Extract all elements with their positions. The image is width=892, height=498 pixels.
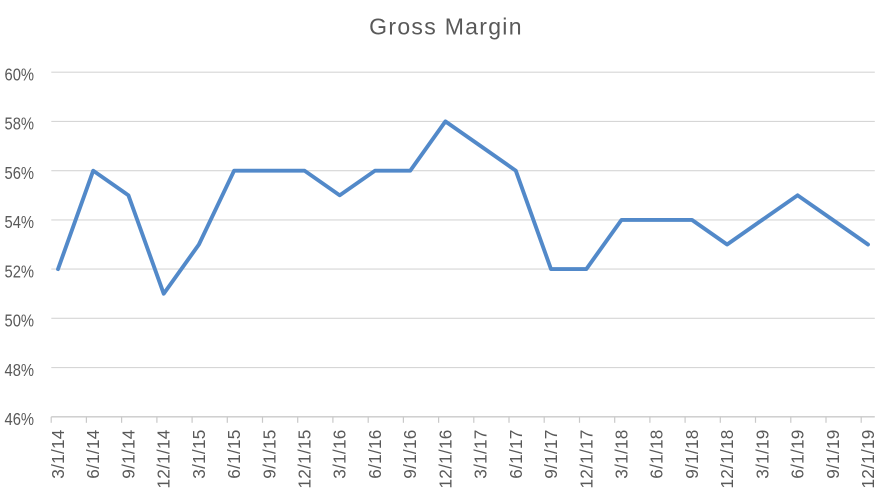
svg-text:46%: 46% — [5, 409, 35, 429]
svg-text:54%: 54% — [5, 212, 35, 232]
svg-text:6/1/19: 6/1/19 — [788, 429, 808, 478]
svg-text:9/1/14: 9/1/14 — [118, 429, 138, 478]
svg-text:56%: 56% — [5, 163, 35, 183]
svg-text:58%: 58% — [5, 114, 35, 134]
svg-text:52%: 52% — [5, 261, 35, 281]
svg-text:6/1/17: 6/1/17 — [506, 429, 526, 478]
svg-text:3/1/17: 3/1/17 — [471, 429, 491, 478]
svg-text:12/1/16: 12/1/16 — [435, 429, 455, 488]
svg-text:3/1/19: 3/1/19 — [752, 429, 772, 478]
svg-text:6/1/14: 6/1/14 — [83, 429, 103, 478]
svg-text:12/1/14: 12/1/14 — [154, 429, 174, 488]
svg-text:12/1/17: 12/1/17 — [576, 429, 596, 488]
svg-text:Gross Margin: Gross Margin — [369, 13, 523, 39]
svg-text:9/1/18: 9/1/18 — [682, 429, 702, 478]
svg-text:3/1/18: 3/1/18 — [612, 429, 632, 478]
svg-text:9/1/19: 9/1/19 — [823, 429, 843, 478]
svg-text:3/1/16: 3/1/16 — [330, 429, 350, 478]
svg-text:9/1/16: 9/1/16 — [400, 429, 420, 478]
svg-text:48%: 48% — [5, 360, 35, 380]
svg-text:60%: 60% — [5, 65, 35, 85]
svg-text:6/1/16: 6/1/16 — [365, 429, 385, 478]
svg-text:6/1/18: 6/1/18 — [647, 429, 667, 478]
svg-text:12/1/18: 12/1/18 — [717, 429, 737, 488]
svg-text:3/1/15: 3/1/15 — [189, 429, 209, 478]
svg-text:50%: 50% — [5, 311, 35, 331]
svg-text:12/1/15: 12/1/15 — [295, 429, 315, 488]
svg-text:6/1/15: 6/1/15 — [224, 429, 244, 478]
svg-text:3/1/14: 3/1/14 — [48, 429, 68, 478]
svg-text:12/1/19: 12/1/19 — [858, 429, 878, 488]
svg-text:9/1/15: 9/1/15 — [259, 429, 279, 478]
svg-text:9/1/17: 9/1/17 — [541, 429, 561, 478]
